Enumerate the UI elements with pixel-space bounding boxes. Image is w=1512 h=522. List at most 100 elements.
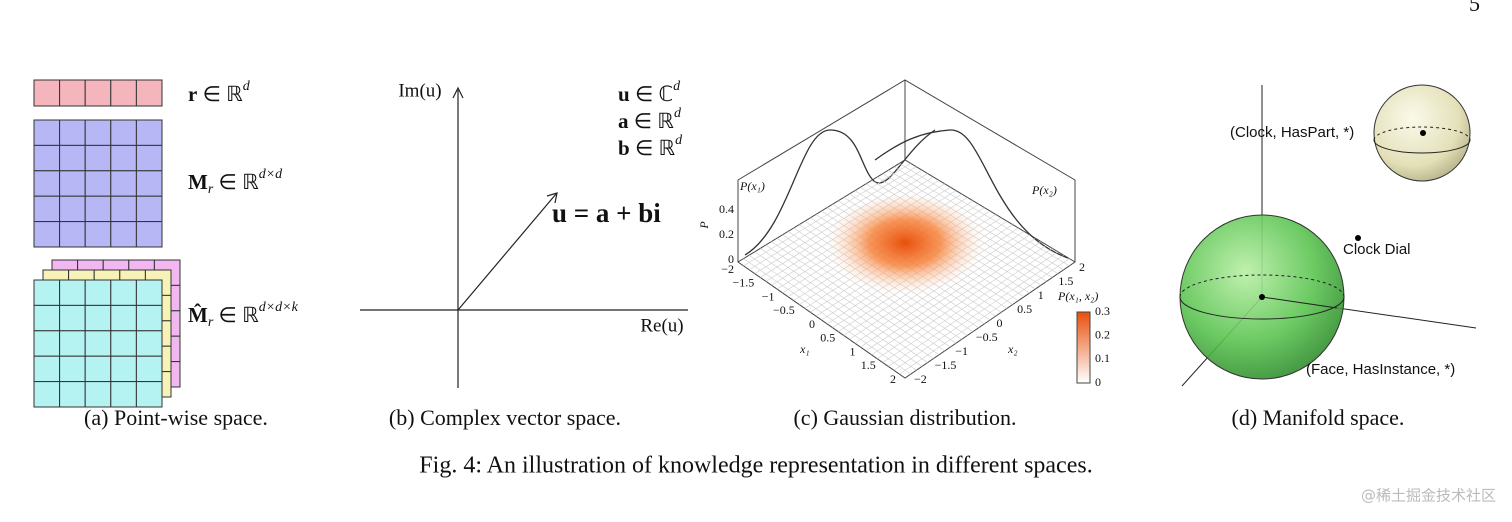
caption: (b) Complex vector space. [389, 405, 621, 430]
colorbar [1076, 311, 1091, 384]
z-axis-label: P [697, 221, 711, 230]
mesh-line [888, 251, 1059, 367]
cell [33, 330, 61, 357]
cell [135, 330, 163, 357]
axis-line [1261, 296, 1338, 309]
im-axis-label: Im(u) [398, 80, 441, 101]
cell [135, 279, 163, 306]
x2-tick-label: 1.5 [1058, 274, 1073, 288]
math: ∈ ℂ [630, 82, 673, 106]
math: r [188, 82, 197, 106]
x2-tick-label: −1 [955, 344, 968, 358]
marginal-x1 [744, 129, 936, 256]
caption: (d) Manifold space. [1232, 405, 1405, 430]
z-tick-label: 0 [728, 252, 734, 266]
cell [84, 355, 112, 383]
cell [84, 170, 112, 197]
math: ∈ ℝ [213, 303, 259, 327]
math: d [675, 133, 683, 148]
cell [135, 144, 163, 172]
math: r [208, 182, 214, 197]
math: a [618, 109, 629, 133]
cell [33, 170, 61, 197]
x1-tick-label: 0 [809, 317, 815, 331]
math: ∈ ℝ [197, 82, 243, 106]
math: b [618, 136, 630, 160]
cell [110, 170, 137, 197]
cell [84, 221, 112, 248]
panel-c [737, 79, 1091, 384]
mesh-line [899, 258, 1070, 375]
marginal-label: P(x₂) [1031, 183, 1057, 197]
cell [110, 79, 137, 107]
page-number: 5 [1469, 0, 1480, 16]
figure-caption: Fig. 4: An illustration of knowledge rep… [419, 453, 1092, 479]
math: ∈ ℝ [630, 136, 676, 160]
m-label: Mr ∈ ℝd×d [188, 167, 283, 197]
x2-tick-label: 1 [1038, 288, 1044, 302]
colorbar-tick-label: 0 [1095, 375, 1101, 389]
mesh-line [893, 166, 1064, 270]
point [1259, 294, 1265, 300]
u-def: u ∈ ℂd [618, 79, 681, 106]
cell [110, 195, 137, 223]
marginal-label: P(x₁) [739, 179, 765, 193]
cell [110, 144, 137, 172]
math: d×d [259, 167, 283, 182]
cell [33, 195, 61, 223]
cell [33, 221, 61, 248]
cell [110, 119, 137, 146]
b-def: b ∈ ℝd [618, 133, 683, 160]
cell [59, 279, 86, 306]
math: d×d×k [259, 300, 299, 315]
x2-tick-label: −2 [914, 372, 927, 386]
point-label: (Clock, HasPart, *) [1230, 124, 1354, 141]
colorbar-tick-label: 0.3 [1095, 304, 1110, 318]
cell [59, 119, 86, 146]
cell [59, 304, 86, 332]
cell [33, 381, 61, 408]
x1-tick-label: −1.5 [732, 276, 754, 290]
math: d [673, 79, 681, 94]
math: ∈ ℝ [629, 109, 675, 133]
r-label: r ∈ ℝd [188, 79, 251, 106]
cell [135, 170, 163, 197]
cell [84, 195, 112, 223]
z-tick-label: 0.2 [719, 227, 734, 241]
x2-axis-label: x₂ [1007, 342, 1018, 356]
cell [33, 279, 61, 306]
x1-tick-label: 0.5 [820, 331, 835, 345]
cell [110, 381, 137, 408]
cell [33, 304, 61, 332]
equator [1373, 139, 1471, 154]
cell [84, 144, 112, 172]
cell [33, 119, 61, 146]
x2-tick-label: −1.5 [935, 358, 957, 372]
cell [59, 195, 86, 223]
cell [59, 355, 86, 383]
cell [59, 381, 86, 408]
equator [1373, 126, 1471, 141]
re-axis-label: Re(u) [640, 315, 683, 336]
z-tick-label: 0.4 [719, 202, 734, 216]
cell [135, 381, 163, 408]
x2-tick-label: 0 [997, 316, 1003, 330]
cell [84, 119, 112, 146]
cell [59, 144, 86, 172]
x2-tick-label: 2 [1079, 260, 1085, 274]
cell [135, 355, 163, 383]
x1-axis-label: x₁ [799, 342, 810, 356]
marginal-x2 [874, 129, 1069, 259]
cell [33, 355, 61, 383]
cell [59, 79, 86, 107]
math: u [618, 82, 630, 106]
watermark: @稀土掘金技术社区 [1361, 487, 1496, 505]
cell [135, 221, 163, 248]
x1-tick-label: −0.5 [773, 303, 795, 317]
gaussian-surface [825, 196, 985, 300]
equator [1179, 274, 1345, 298]
colorbar-tick-label: 0.1 [1095, 351, 1110, 365]
cell [84, 330, 112, 357]
cell [135, 119, 163, 146]
